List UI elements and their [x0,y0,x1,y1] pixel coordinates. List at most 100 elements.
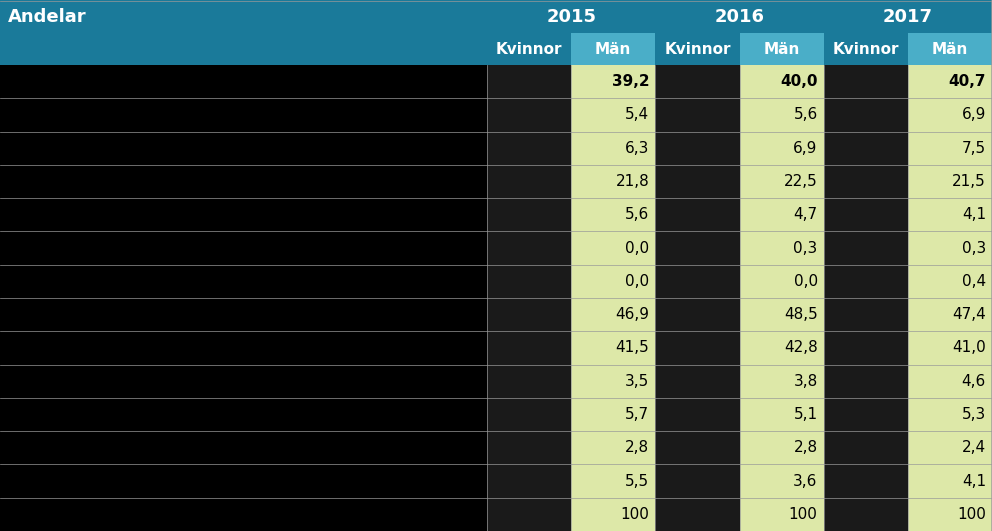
Text: 39,2: 39,2 [612,74,650,89]
Bar [656,331,739,365]
Bar [908,98,992,132]
Bar [908,132,992,165]
Text: Andelar: Andelar [8,7,86,25]
Bar [0,198,487,232]
Bar [487,298,571,331]
Bar [656,431,739,465]
Bar [908,232,992,265]
Bar [823,331,908,365]
Bar [823,232,908,265]
Text: 3,5: 3,5 [625,374,650,389]
Bar [487,498,571,531]
Bar [908,33,992,65]
Bar [487,265,571,298]
Bar [571,398,656,431]
Text: 5,5: 5,5 [625,474,650,489]
Bar [656,498,739,531]
Bar [571,298,656,331]
Bar [0,465,487,498]
Text: 3,6: 3,6 [794,474,817,489]
Bar [739,265,823,298]
Text: 5,6: 5,6 [794,107,817,123]
Bar [739,165,823,198]
Bar [487,65,571,98]
Bar [571,331,656,365]
Text: 48,5: 48,5 [784,307,817,322]
Bar [571,232,656,265]
Bar [656,198,739,232]
Bar [823,365,908,398]
Bar [0,0,992,33]
Bar [571,132,656,165]
Bar [739,398,823,431]
Bar [656,98,739,132]
Bar [656,232,739,265]
Bar [823,132,908,165]
Bar [487,165,571,198]
Bar [487,398,571,431]
Bar [487,331,571,365]
Text: 22,5: 22,5 [784,174,817,189]
Bar [908,431,992,465]
Bar [487,198,571,232]
Bar [908,265,992,298]
Text: 40,7: 40,7 [948,74,986,89]
Text: 0,0: 0,0 [625,241,650,255]
Text: 5,3: 5,3 [962,407,986,422]
Bar [739,33,823,65]
Bar [739,132,823,165]
Bar [656,465,739,498]
Bar [739,65,823,98]
Bar [0,98,487,132]
Bar [571,498,656,531]
Bar [823,498,908,531]
Text: 100: 100 [957,507,986,522]
Bar [823,465,908,498]
Text: 42,8: 42,8 [784,340,817,355]
Text: 6,3: 6,3 [625,141,650,156]
Bar [571,165,656,198]
Bar [823,298,908,331]
Bar [487,431,571,465]
Bar [656,298,739,331]
Bar [739,298,823,331]
Text: 6,9: 6,9 [961,107,986,123]
Bar [487,465,571,498]
Bar [571,365,656,398]
Bar [908,398,992,431]
Bar [0,232,487,265]
Bar [823,398,908,431]
Bar [656,165,739,198]
Bar [823,165,908,198]
Bar [0,132,487,165]
Text: 4,1: 4,1 [962,207,986,222]
Text: 7,5: 7,5 [962,141,986,156]
Bar [823,65,908,98]
Bar [0,65,487,98]
Text: 3,8: 3,8 [794,374,817,389]
Text: 2,4: 2,4 [962,440,986,455]
Text: 5,7: 5,7 [625,407,650,422]
Text: 0,4: 0,4 [962,274,986,289]
Bar [487,132,571,165]
Bar [908,465,992,498]
Bar [0,365,487,398]
Text: Män: Män [595,41,632,56]
Bar [487,365,571,398]
Bar [0,298,487,331]
Bar [739,498,823,531]
Text: 2017: 2017 [883,7,932,25]
Text: 100: 100 [789,507,817,522]
Text: 41,5: 41,5 [616,340,650,355]
Text: 4,6: 4,6 [962,374,986,389]
Bar [739,98,823,132]
Bar [656,132,739,165]
Bar [739,431,823,465]
Text: 46,9: 46,9 [615,307,650,322]
Text: 0,3: 0,3 [794,241,817,255]
Text: 4,7: 4,7 [794,207,817,222]
Text: 100: 100 [620,507,650,522]
Bar [908,498,992,531]
Bar [823,265,908,298]
Bar [908,198,992,232]
